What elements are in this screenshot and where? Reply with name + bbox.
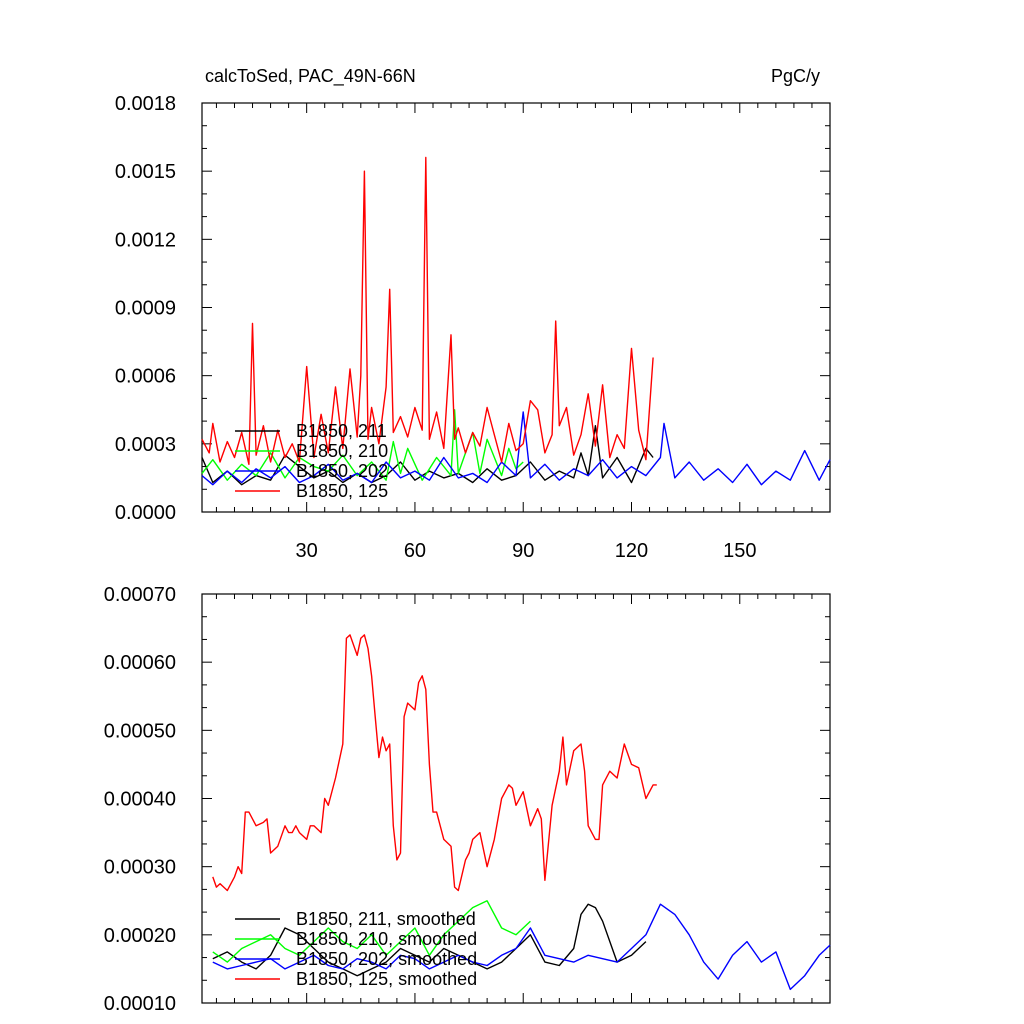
- y-tick-label: 0.0009: [115, 298, 176, 320]
- legend-label: B1850, 211, smoothed: [296, 909, 476, 929]
- y-tick-label: 0.00060: [104, 652, 176, 674]
- series-line: [212, 903, 647, 977]
- legend-label: B1850, 211: [296, 421, 387, 441]
- series-line: [201, 411, 831, 486]
- legend-label: B1850, 125, smoothed: [296, 969, 477, 989]
- series-line: [201, 425, 654, 486]
- series-line: [212, 634, 657, 892]
- top-chart-panel: calcToSed, PAC_49N-66N PgC/y 30 60 90 120 15…: [115, 66, 831, 562]
- chart-title: calcToSed, PAC_49N-66N: [205, 66, 416, 87]
- x-tick-label: 90: [512, 540, 534, 562]
- series-line: [201, 409, 524, 481]
- x-tick-label: 60: [404, 540, 426, 562]
- y-tick-label: 0.0018: [115, 93, 176, 115]
- y-tick-label: 0.00070: [104, 584, 176, 606]
- legend-label: B1850, 210, smoothed: [296, 929, 477, 949]
- legend-label: B1850, 202, smoothed: [296, 949, 477, 969]
- series-line: [201, 156, 654, 465]
- legend-label: B1850, 125: [296, 481, 388, 501]
- bottom-chart-panel: 0.00010 0.00020 0.00030 0.00040 0.00050 0.000…: [104, 584, 831, 1015]
- series-line: [212, 900, 531, 963]
- x-tick-label: 150: [723, 540, 756, 562]
- y-tick-label: 0.00020: [104, 925, 176, 947]
- y-tick-label: 0.00050: [104, 720, 176, 742]
- y-tick-label: 0.00030: [104, 857, 176, 879]
- series-line: [212, 903, 831, 991]
- legend-label: B1850, 210: [296, 441, 388, 461]
- y-tick-label: 0.0015: [115, 161, 176, 183]
- y-tick-label: 0.00010: [104, 993, 176, 1015]
- y-tick-label: 0.0003: [115, 434, 176, 456]
- x-tick-label: 30: [296, 540, 318, 562]
- y-tick-label: 0.0000: [115, 502, 176, 524]
- y-tick-label: 0.0012: [115, 229, 176, 251]
- x-tick-label: 120: [615, 540, 648, 562]
- y-tick-label: 0.00040: [104, 789, 176, 811]
- legend-label: B1850, 202: [296, 461, 388, 481]
- y-tick-label: 0.0006: [115, 366, 176, 388]
- chart-units: PgC/y: [771, 66, 820, 86]
